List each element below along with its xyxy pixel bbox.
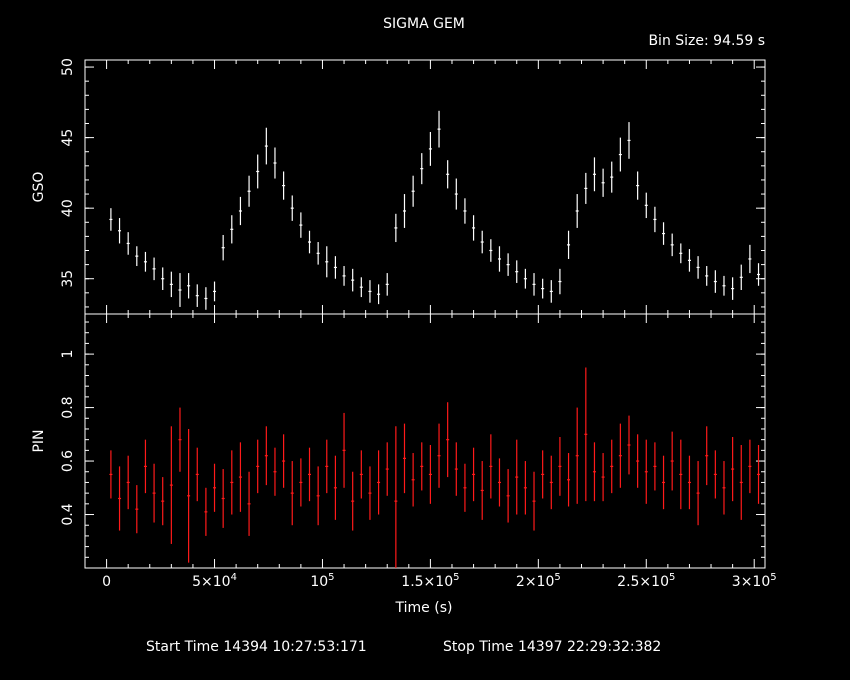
pin-axis-label: PIN (31, 429, 47, 452)
stop-time-label: Stop Time 14397 22:29:32:382 (443, 639, 661, 655)
x-tick-label: 3×105 (732, 572, 777, 590)
x-tick-label: 105 (310, 572, 334, 590)
y-tick-label: 40 (60, 199, 76, 217)
pin-series (109, 367, 761, 568)
x-tick-label: 0 (102, 574, 111, 590)
y-tick-label: 35 (60, 270, 76, 288)
y-tick-label: 0.6 (60, 450, 76, 472)
x-tick-label: 1.5×105 (401, 572, 459, 590)
bottom-panel-frame (84, 313, 766, 569)
y-tick-label: 45 (60, 129, 76, 147)
y-tick-label: 0.4 (60, 503, 76, 525)
chart-title: SIGMA GEM (383, 16, 465, 32)
bin-size-label: Bin Size: 94.59 s (648, 33, 765, 49)
start-time-label: Start Time 14394 10:27:53:171 (146, 639, 367, 655)
pin-y-axis: 0.4 0.6 0.8 1 (60, 321, 765, 569)
time-axis-label: Time (s) (395, 600, 453, 616)
gso-axis-label: GSO (31, 172, 47, 203)
y-tick-label: 0.8 (60, 396, 76, 418)
gso-series (109, 110, 761, 310)
y-tick-label: 1 (60, 350, 76, 359)
gso-y-axis: 35 40 45 50 (60, 58, 765, 308)
x-tick-label: 2.5×105 (617, 572, 675, 590)
x-tick-label: 5×104 (192, 572, 237, 590)
time-x-axis: 0 5×104 105 1.5×105 2×105 2.5×105 3×105 (102, 60, 777, 590)
y-tick-label: 50 (60, 58, 76, 76)
top-panel-frame (84, 59, 766, 315)
x-tick-label: 2×105 (516, 572, 561, 590)
